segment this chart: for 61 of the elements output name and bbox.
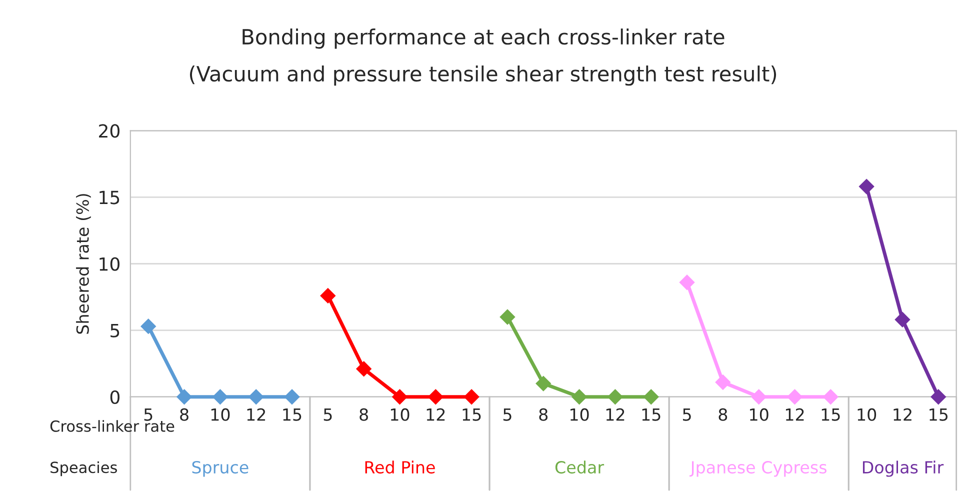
y-tick-label: 0 [110, 390, 120, 404]
x-tick-label: 10 [390, 408, 410, 421]
point [536, 376, 551, 392]
x-tick-label: 15 [642, 408, 660, 421]
point [176, 389, 192, 404]
y-tick-label: 20 [99, 124, 120, 138]
x-tick-label: 5 [144, 408, 152, 421]
point [572, 389, 587, 404]
x-tick-label: 15 [462, 408, 481, 421]
text: Doglas Fir [862, 460, 944, 477]
x-tick-label: 10 [211, 408, 230, 421]
y-tick-label: 5 [110, 324, 120, 338]
x-tick-label: 12 [426, 408, 445, 421]
x-tick-label: 8 [718, 408, 728, 421]
text: Jpanese Cypress [690, 460, 826, 477]
x-tick-label: 5 [324, 408, 332, 421]
x-tick-label: 15 [822, 408, 840, 421]
point [679, 274, 695, 290]
x-tick-label: 12 [894, 408, 912, 421]
point [894, 312, 910, 328]
point [248, 389, 264, 404]
y-tick-label: 10 [100, 257, 120, 271]
point [858, 178, 874, 194]
x-tick-label: 10 [858, 408, 876, 421]
y-axis-title: Sheered rate (%) [76, 194, 91, 334]
point [392, 389, 408, 404]
point [320, 288, 336, 304]
point [284, 389, 300, 404]
x-tick-label: 12 [247, 408, 266, 421]
x-tick-label: 12 [606, 408, 624, 421]
point [823, 389, 838, 404]
point [751, 389, 766, 404]
x-tick-label: 10 [750, 408, 768, 421]
y-tick-label: 15 [100, 190, 120, 204]
point [356, 361, 372, 376]
x-tick-label: 8 [539, 408, 548, 421]
point [930, 389, 946, 404]
point [140, 318, 156, 334]
point [464, 389, 480, 404]
point [428, 389, 444, 404]
x-tick-label: 15 [283, 408, 302, 421]
text: Red Pine [365, 460, 435, 474]
x-tick-label: 8 [360, 408, 368, 421]
point [500, 309, 516, 325]
point [608, 389, 623, 404]
point [787, 389, 802, 404]
text: Cross-linker rate [50, 420, 174, 432]
text: Speacies [50, 461, 117, 476]
chart-title: Bonding performance at each cross-linker rate [242, 28, 724, 49]
x-tick-label: 5 [503, 408, 512, 421]
x-tick-label: 8 [180, 408, 188, 421]
x-tick-label: 12 [786, 408, 804, 421]
x-tick-label: 10 [570, 408, 589, 421]
point [644, 389, 659, 404]
chart-subtitle: (Vacuum and pressure tensile shear strength test result) [190, 66, 776, 86]
point [715, 374, 730, 390]
point [212, 389, 228, 404]
text: Cedar [555, 460, 604, 474]
text: Spruce [192, 460, 248, 477]
x-tick-label: 5 [683, 408, 691, 421]
x-tick-label: 15 [930, 408, 948, 421]
